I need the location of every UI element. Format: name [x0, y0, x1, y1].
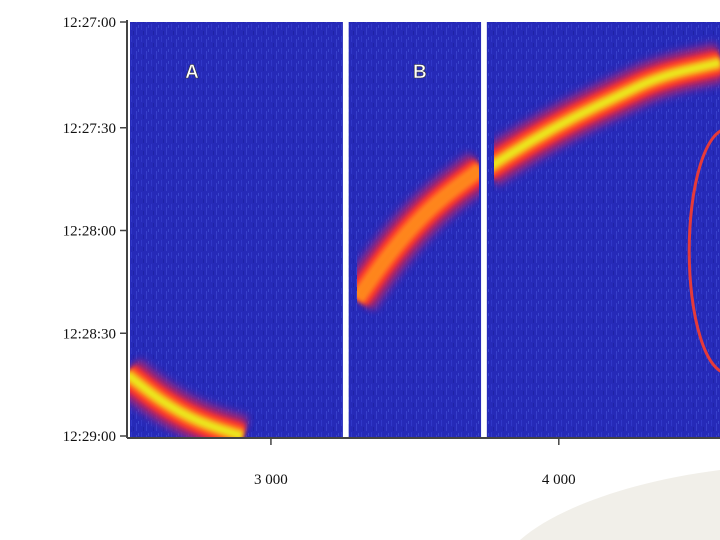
- trace-B: [357, 150, 479, 313]
- x-axis-ticks: 3 000 4 000: [254, 438, 576, 488]
- y-tick-label: 12:28:00: [63, 224, 116, 240]
- trace-A: [130, 356, 250, 437]
- y-tick-label: 12:28:30: [63, 326, 116, 342]
- heatmap-panel: [130, 22, 343, 437]
- x-tick-label: 3 000: [254, 472, 288, 488]
- background-shadow: [520, 470, 720, 540]
- annotation-ellipse: [687, 129, 720, 373]
- panel-label: B: [413, 62, 427, 83]
- annotations: [687, 129, 720, 373]
- y-tick-label: 12:27:00: [63, 15, 116, 31]
- trace-main: [494, 40, 720, 189]
- signal-traces: [130, 40, 720, 437]
- y-tick-label: 12:29:00: [63, 429, 116, 445]
- y-axis-ticks: 12:27:00 12:27:30 12:28:00 12:28:30 12:29:00: [63, 15, 127, 445]
- panel-label: A: [185, 62, 199, 83]
- x-tick-label: 4 000: [542, 472, 576, 488]
- y-tick-label: 12:27:30: [63, 121, 116, 137]
